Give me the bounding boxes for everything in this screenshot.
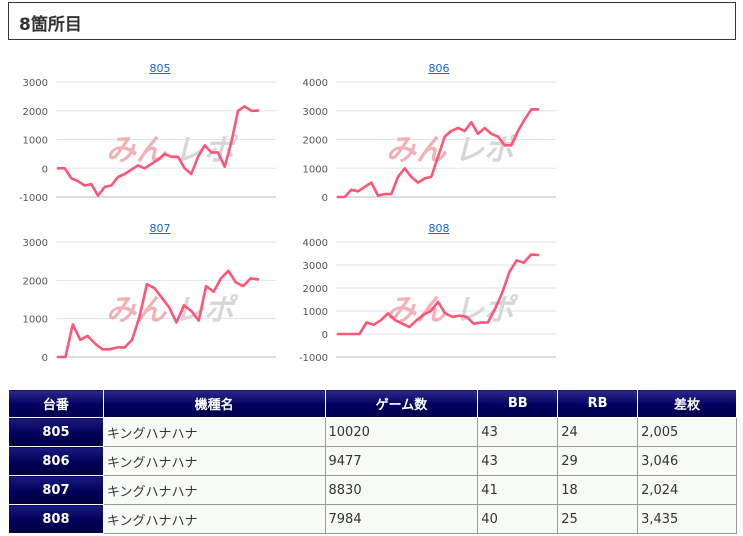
difference-cell: 2,005 <box>637 417 737 447</box>
series-line <box>336 107 540 199</box>
chart-link-805[interactable]: 805 <box>149 62 171 75</box>
section-header: 8箇所目 <box>8 2 736 40</box>
bb-cell: 43 <box>477 417 559 447</box>
chart-svg: 4000 3000 2000 1000 0 みん レポ <box>303 78 556 204</box>
unit-number-cell: 806 <box>8 446 104 476</box>
y-tick-label: 2000 <box>303 284 328 295</box>
watermark-text-b: レポ <box>174 293 239 328</box>
chart-808: 4000 3000 2000 1000 0 -1000 みん レポ 808 <box>298 222 558 372</box>
watermark-text-a: みん <box>386 133 447 168</box>
header-game-count: ゲーム数 <box>324 389 479 418</box>
rb-cell: 25 <box>557 504 639 534</box>
y-tick-label: 1000 <box>303 307 328 318</box>
y-tick-label: 0 <box>42 164 48 175</box>
table-row: 808 キングハナハナ 7984 40 25 3,435 <box>8 504 737 534</box>
rb-cell: 29 <box>557 446 639 476</box>
y-tick-label: 3000 <box>303 107 328 118</box>
game-count-cell: 7984 <box>324 504 479 534</box>
difference-cell: 3,046 <box>637 446 737 476</box>
chart-805: 3000 2000 1000 0 -1000 みん レポ 805 <box>18 62 278 212</box>
series-line <box>336 253 540 336</box>
series-line <box>56 105 260 197</box>
table-row: 806 キングハナハナ 9477 43 29 3,046 <box>8 446 737 476</box>
rb-cell: 18 <box>557 475 639 505</box>
bb-cell: 43 <box>477 446 559 476</box>
chart-link-807[interactable]: 807 <box>149 222 171 235</box>
y-tick-label: 4000 <box>303 78 328 89</box>
difference-cell: 2,024 <box>637 475 737 505</box>
table-row: 807 キングハナハナ 8830 41 18 2,024 <box>8 475 737 505</box>
game-count-cell: 9477 <box>324 446 479 476</box>
y-tick-label: 4000 <box>303 238 328 249</box>
series-line <box>56 269 260 359</box>
unit-number-cell: 808 <box>8 504 104 534</box>
machine-table: 台番 機種名 ゲーム数 BB RB 差枚 805 キングハナハナ 10020 4… <box>8 389 737 534</box>
unit-number-cell: 805 <box>8 417 104 447</box>
y-tick-label: 0 <box>322 330 328 341</box>
watermark-text-b: レポ <box>454 133 519 168</box>
y-tick-label: -1000 <box>19 193 48 204</box>
bb-cell: 41 <box>477 475 559 505</box>
y-tick-label: 2000 <box>23 276 48 287</box>
header-bb: BB <box>477 389 559 418</box>
chart-link-808[interactable]: 808 <box>428 222 450 235</box>
machine-name-cell: キングハナハナ <box>102 417 326 447</box>
watermark-text-a: みん <box>386 293 447 328</box>
difference-cell: 3,435 <box>637 504 737 534</box>
rb-cell: 24 <box>557 417 639 447</box>
table-row: 805 キングハナハナ 10020 43 24 2,005 <box>8 417 737 447</box>
y-tick-label: 0 <box>42 353 48 364</box>
machine-name-cell: キングハナハナ <box>102 475 326 505</box>
y-tick-label: -1000 <box>299 353 328 364</box>
y-tick-label: 1000 <box>23 315 48 326</box>
header-unit-number: 台番 <box>8 389 104 418</box>
chart-link-806[interactable]: 806 <box>428 62 450 75</box>
chart-807: 3000 2000 1000 0 みん レポ 807 <box>18 222 278 372</box>
header-machine-name: 機種名 <box>102 389 326 418</box>
y-tick-label: 3000 <box>23 238 48 249</box>
y-tick-label: 1000 <box>23 136 48 147</box>
watermark-text-a: みん <box>106 133 167 168</box>
unit-number-cell: 807 <box>8 475 104 505</box>
y-tick-label: 0 <box>322 193 328 204</box>
y-tick-label: 1000 <box>303 164 328 175</box>
page-title: 8箇所目 <box>19 15 82 35</box>
bb-cell: 40 <box>477 504 559 534</box>
y-tick-label: 2000 <box>303 136 328 147</box>
machine-name-cell: キングハナハナ <box>102 446 326 476</box>
y-tick-label: 3000 <box>303 261 328 272</box>
y-tick-label: 2000 <box>23 107 48 118</box>
game-count-cell: 8830 <box>324 475 479 505</box>
y-tick-label: 3000 <box>23 78 48 89</box>
game-count-cell: 10020 <box>324 417 479 447</box>
table-header-row: 台番 機種名 ゲーム数 BB RB 差枚 <box>8 389 737 418</box>
header-difference: 差枚 <box>637 389 737 418</box>
machine-name-cell: キングハナハナ <box>102 504 326 534</box>
header-rb: RB <box>557 389 639 418</box>
chart-806: 4000 3000 2000 1000 0 みん レポ 806 <box>298 62 558 212</box>
